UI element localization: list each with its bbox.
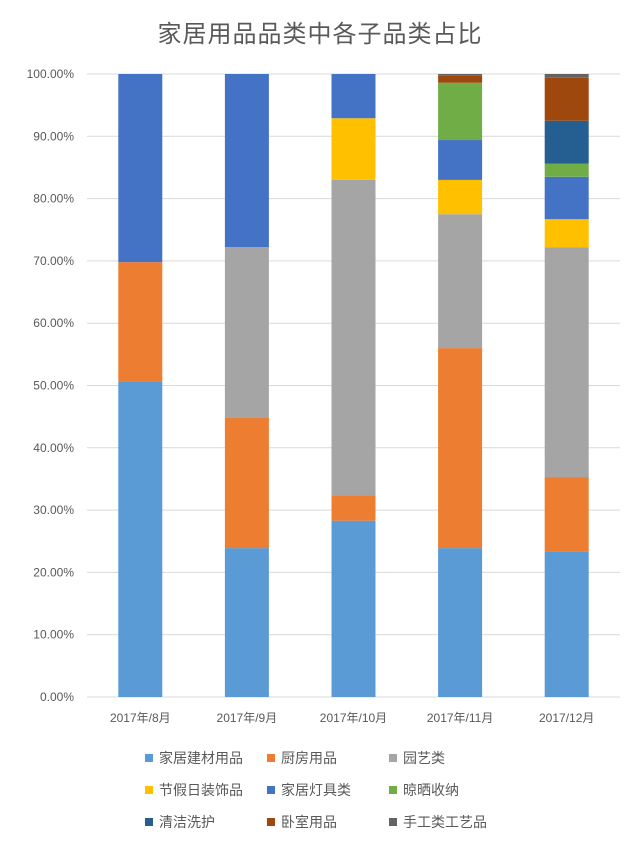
- legend-item: 手工类工艺品: [389, 812, 509, 832]
- x-tick-label: 2017年/9月: [217, 711, 278, 725]
- legend-swatch: [389, 754, 397, 762]
- bar-segment: [438, 74, 483, 76]
- legend-label: 园艺类: [403, 751, 445, 767]
- bar-segment: [544, 77, 589, 121]
- y-tick-label: 0.00%: [40, 690, 74, 704]
- x-tick-label: 2017/12月: [539, 711, 594, 725]
- bar-segment: [544, 551, 589, 697]
- bar-segment: [224, 417, 269, 549]
- bar-segment: [438, 348, 483, 549]
- bar-segment: [438, 82, 483, 141]
- x-tick-label: 2017年/10月: [320, 711, 387, 725]
- legend-swatch: [267, 818, 275, 826]
- legend-label: 晾晒收纳: [403, 783, 459, 799]
- bar-segment: [544, 74, 589, 78]
- y-tick-label: 10.00%: [33, 628, 74, 642]
- legend-item: 园艺类: [389, 748, 509, 768]
- legend-label: 手工类工艺品: [403, 815, 487, 831]
- bar-segment: [438, 75, 483, 83]
- legend-label: 清洁洗护: [159, 815, 215, 831]
- y-tick-label: 30.00%: [33, 503, 74, 517]
- y-tick-label: 60.00%: [33, 316, 74, 330]
- bar-segment: [544, 477, 589, 552]
- legend-swatch: [145, 818, 153, 826]
- legend: 家居建材用品 厨房用品 园艺类节假日装饰品 家居灯具类 晾晒收纳清洁洗护 卧室用品 手工类工…: [145, 748, 545, 832]
- bar-segment: [331, 74, 376, 119]
- bar-segment: [118, 262, 163, 382]
- bar-segment: [544, 219, 589, 248]
- bar-segment: [224, 548, 269, 697]
- y-tick-label: 50.00%: [33, 379, 74, 393]
- bar-segment: [331, 495, 376, 521]
- bar-segment: [118, 74, 163, 263]
- bar-segment: [331, 520, 376, 697]
- y-tick-label: 40.00%: [33, 441, 74, 455]
- legend-swatch: [389, 786, 397, 794]
- legend-item: 晾晒收纳: [389, 780, 509, 800]
- bar-segment: [224, 74, 269, 248]
- legend-swatch: [145, 786, 153, 794]
- legend-label: 卧室用品: [281, 815, 337, 831]
- legend-label: 家居灯具类: [281, 783, 351, 799]
- legend-item: 厨房用品: [267, 748, 389, 768]
- bar-segment: [331, 179, 376, 496]
- x-tick-label: 2017年/8月: [110, 711, 171, 725]
- y-tick-label: 90.00%: [33, 129, 74, 143]
- bar-segment: [544, 247, 589, 478]
- y-tick-label: 80.00%: [33, 192, 74, 206]
- y-tick-label: 100.00%: [27, 67, 75, 81]
- legend-swatch: [389, 818, 397, 826]
- legend-label: 节假日装饰品: [159, 783, 243, 799]
- legend-label: 家居建材用品: [159, 751, 243, 767]
- bar-segment: [438, 214, 483, 349]
- chart-title: 家居用品品类中各子品类占比: [157, 20, 483, 48]
- legend-item: 家居灯具类: [267, 780, 389, 800]
- y-tick-label: 70.00%: [33, 254, 74, 268]
- bar-segment: [438, 548, 483, 697]
- bar-segment: [544, 176, 589, 220]
- plot-area: 0.00% 10.00% 20.00% 30.00% 40.00% 50.00% 60.00…: [27, 67, 620, 725]
- bar-segment: [438, 179, 483, 215]
- legend-swatch: [267, 786, 275, 794]
- bar-segment: [224, 247, 269, 418]
- legend-swatch: [145, 754, 153, 762]
- bar-segment: [118, 381, 163, 697]
- legend-item: 清洁洗护: [145, 812, 267, 832]
- legend-label: 厨房用品: [281, 751, 337, 767]
- y-tick-label: 20.00%: [33, 565, 74, 579]
- bar-segment: [438, 140, 483, 180]
- legend-item: 节假日装饰品: [145, 780, 267, 800]
- legend-item: 家居建材用品: [145, 748, 267, 768]
- x-tick-label: 2017年/11月: [427, 711, 494, 725]
- legend-swatch: [267, 754, 275, 762]
- legend-item: 卧室用品: [267, 812, 389, 832]
- bar-segment: [544, 163, 589, 177]
- bar-segment: [331, 118, 376, 180]
- bar-segment: [544, 120, 589, 164]
